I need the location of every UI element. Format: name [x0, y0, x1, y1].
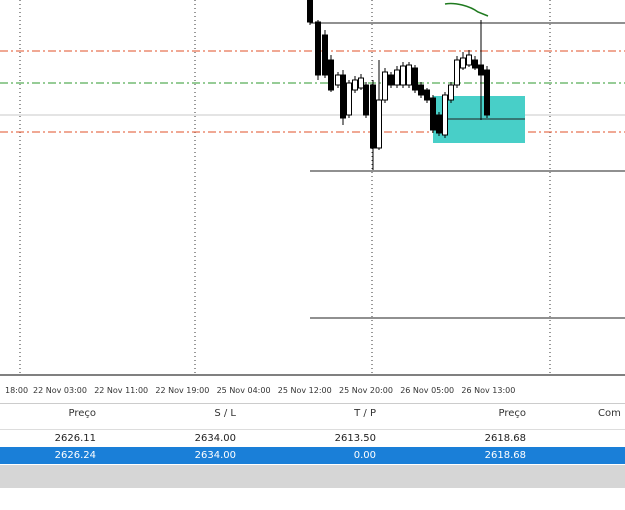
candle-body	[352, 79, 358, 91]
table-header: Preço S / L T / P Preço Com	[0, 403, 625, 430]
x-tick-label: 26 Nov 05:00	[400, 386, 454, 395]
column-header: S / L	[214, 408, 236, 419]
selected-row[interactable]: 2626.24 2634.00 0.00 2618.68	[0, 447, 625, 464]
candle-body	[418, 84, 424, 96]
candle-body	[382, 71, 388, 101]
x-tick-label: 25 Nov 04:00	[217, 386, 271, 395]
candle-body	[430, 97, 436, 131]
x-tick-label: 26 Nov 13:00	[461, 386, 515, 395]
x-tick-label: 22 Nov 11:00	[94, 386, 148, 395]
candle-body	[388, 74, 394, 86]
candle-body	[454, 59, 460, 86]
candle-body	[370, 84, 376, 149]
x-tick-label: 25 Nov 12:00	[278, 386, 332, 395]
candle-body	[376, 99, 382, 149]
table-cell: 0.00	[353, 450, 376, 461]
table-row[interactable]: 2626.11 2634.00 2613.50 2618.68	[0, 430, 625, 447]
empty-area	[0, 465, 625, 488]
x-tick-label: 22 Nov 03:00	[33, 386, 87, 395]
table-cell: 2618.68	[484, 450, 526, 461]
column-header: T / P	[354, 408, 376, 419]
table-cell: 2618.68	[484, 433, 526, 444]
table-cell: 2634.00	[194, 450, 236, 461]
price-chart: 18:00 22 Nov 03:00 22 Nov 11:00 22 Nov 19:0…	[0, 0, 625, 395]
column-header: Preço	[498, 408, 526, 419]
candles	[307, 0, 490, 170]
candle-body	[322, 34, 328, 76]
candle-body	[436, 114, 442, 134]
candle-body	[335, 74, 341, 86]
x-tick-label: 25 Nov 20:00	[339, 386, 393, 395]
column-header: Preço	[68, 408, 96, 419]
candle-body	[442, 94, 448, 136]
drawn-curve	[444, 2, 489, 17]
candle-body	[358, 77, 364, 89]
x-tick-label: 18:00	[5, 386, 28, 395]
candle-body	[346, 82, 352, 116]
column-header: Com	[598, 408, 621, 419]
candle-body	[448, 84, 454, 101]
candle-body	[412, 67, 418, 91]
candle-body	[363, 84, 369, 116]
candle-body	[466, 54, 472, 66]
candle-body	[340, 74, 346, 119]
candle-body	[394, 69, 400, 86]
candle-body	[328, 59, 334, 91]
candle-body	[400, 65, 406, 86]
x-tick-label: 22 Nov 19:00	[155, 386, 209, 395]
table-cell: 2626.11	[54, 433, 96, 444]
x-axis: 18:00 22 Nov 03:00 22 Nov 11:00 22 Nov 19:0…	[5, 386, 515, 395]
table-cell: 2626.24	[54, 450, 96, 461]
candle-body	[478, 64, 484, 76]
candle-body	[460, 57, 466, 69]
candle-body	[315, 21, 321, 76]
candle-body	[484, 69, 490, 116]
candle-body	[307, 0, 313, 23]
table-cell: 2634.00	[194, 433, 236, 444]
candle-body	[472, 59, 478, 69]
table-cell: 2613.50	[334, 433, 376, 444]
grid	[19, 0, 551, 375]
candle-body	[406, 64, 412, 86]
candle-body	[424, 89, 430, 101]
